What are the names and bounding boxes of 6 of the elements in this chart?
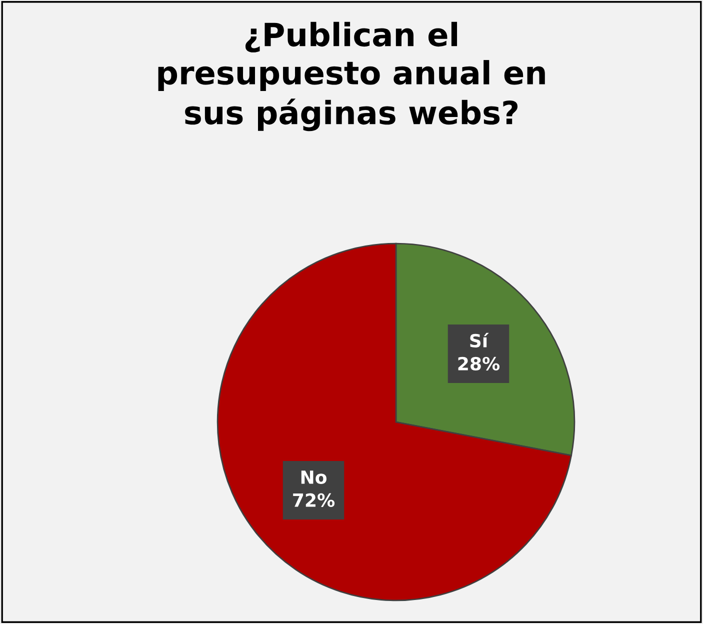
slice-label: Sí [470,332,489,348]
chart-title: ¿Publican el presupuesto anual en sus páginas webs? [158,22,545,132]
pie-slice [216,242,572,602]
slice-label: No [301,470,326,484]
data-label: 72% [293,493,335,507]
data-label: 28% [458,356,500,370]
